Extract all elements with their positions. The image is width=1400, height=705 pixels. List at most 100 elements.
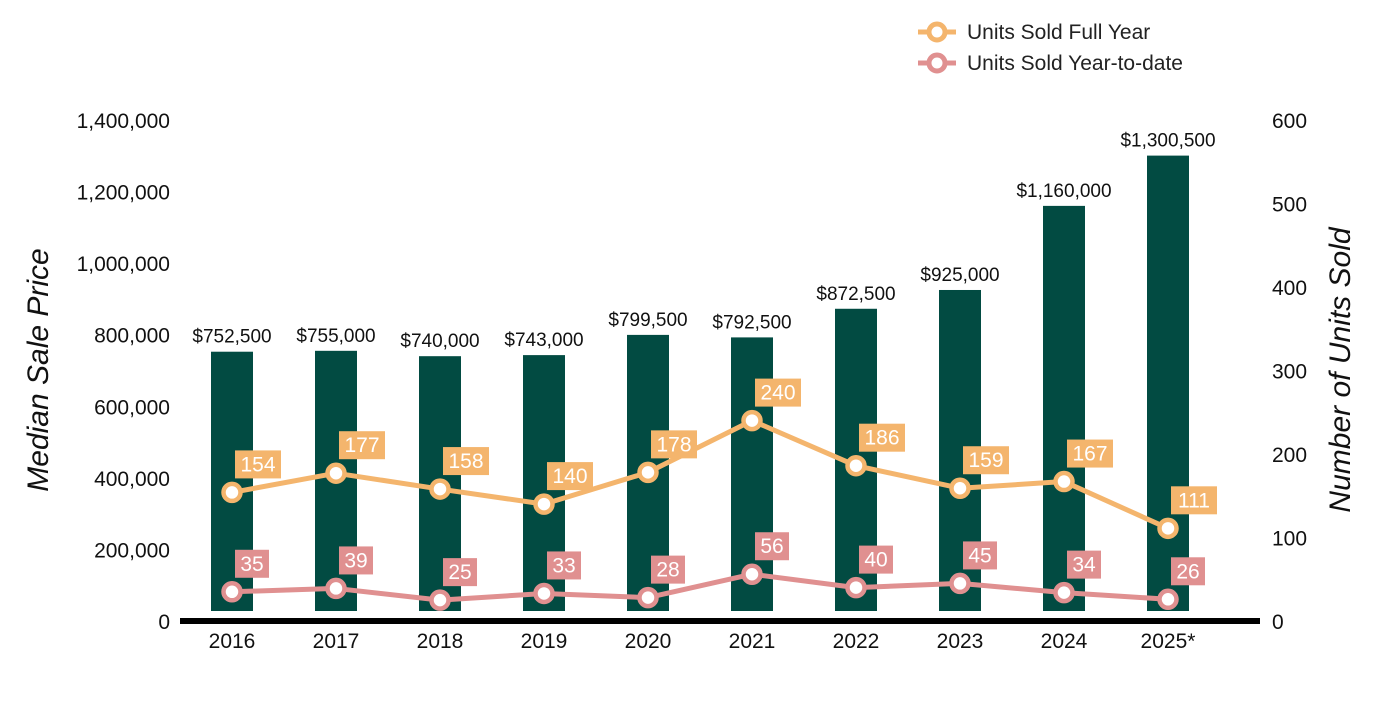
x-tick-label: 2017 [313,630,360,653]
point-value-label: 240 [760,382,795,405]
y-tick-label: 1,400,000 [77,110,170,133]
point-value-label: 111 [1178,489,1210,512]
bar-value-label: $799,500 [608,310,687,331]
y-axis-ticks: 0 200,000 400,000 600,000 800,000 1,000,000 1,… [77,110,170,634]
line-point [429,589,451,611]
bar [1147,155,1189,611]
line-point [949,477,971,499]
point-value-label: 33 [552,554,575,577]
bar-value-label: $1,300,500 [1120,131,1215,152]
x-axis-ticks: 2016 2017 2018 2019 2020 2021 2022 2023 2024 2025… [209,630,1196,653]
line-point [637,461,659,484]
point-label-box [235,549,269,578]
line-series-path [231,418,1170,531]
line-series-path [231,571,1169,603]
point-value-label: 26 [1176,560,1199,583]
point-label-box [339,546,373,575]
point-label-box [1067,550,1101,579]
legend: Units Sold Full Year Units Sold Year-to-… [918,21,1183,75]
point-value-label: 39 [344,549,367,572]
x-tick-label: 2021 [729,630,776,653]
line-point [1157,588,1179,611]
point-label-box [1171,557,1205,586]
line-point [533,582,555,605]
line-point [325,577,347,600]
point-label-box [443,558,477,587]
bar-series [211,155,1189,611]
bar-value-label: $740,000 [400,331,479,352]
line-point [325,462,347,484]
point-label-box [547,462,593,491]
point-value-label: 25 [448,561,471,584]
y2-tick-label: 100 [1272,528,1307,551]
point-value-label: 154 [240,453,275,476]
point-value-label: 28 [656,559,679,582]
y-tick-label: 1,200,000 [77,182,170,205]
point-value-label: 35 [240,553,263,576]
legend-label-year-to-date: Units Sold Year-to-date [967,52,1183,75]
point-value-label: 159 [968,449,1003,472]
line-point [845,454,867,477]
bar-value-label: $792,500 [712,312,791,333]
point-label-box [963,541,997,570]
x-tick-label: 2022 [833,630,880,653]
point-label-box [339,431,385,460]
line-point [221,481,243,504]
legend-label-full-year: Units Sold Full Year [967,21,1150,44]
line-point [221,581,243,603]
y2-tick-label: 400 [1272,277,1307,300]
point-label-box [859,545,893,574]
x-tick-label: 2023 [937,630,984,653]
point-label-box [755,532,789,561]
point-value-label: 140 [552,465,587,488]
line-point [949,572,971,595]
bar [1043,205,1085,611]
x-tick-label: 2020 [625,630,672,653]
y-tick-label: 0 [158,611,170,634]
point-label-box [651,555,685,584]
x-tick-label: 2018 [417,630,464,653]
point-label-box [547,551,581,580]
y-tick-label: 200,000 [94,539,170,562]
point-value-label: 178 [656,433,691,456]
bar-value-label: $1,160,000 [1016,181,1111,202]
point-label-box [235,450,281,479]
legend-item-full-year: Units Sold Full Year [918,21,1150,44]
line-point [845,576,867,599]
x-tick-label: 2016 [209,630,256,653]
point-label-box [651,430,697,459]
line-series: 154 177 158 140 178 240 186 159 167 111 35 39 25 33 28… [221,378,1217,611]
y-tick-label: 1,000,000 [77,253,170,276]
y-tick-label: 400,000 [94,468,170,491]
line-point [1053,470,1075,493]
point-label-box [755,378,801,407]
y2-tick-label: 200 [1272,444,1307,467]
x-tick-label: 2019 [521,630,568,653]
line-point [741,563,763,585]
bar-value-labels: $752,500 $755,000 $740,000 $743,000 $799,500… [192,131,1215,353]
y2-axis-ticks: 0 100 200 300 400 500 600 [1272,110,1307,634]
point-label-box [443,447,489,476]
y-tick-label: 800,000 [94,325,170,348]
bar-value-label: $743,000 [504,330,583,351]
point-value-label: 34 [1072,554,1096,577]
legend-item-year-to-date: Units Sold Year-to-date [918,52,1183,75]
line-point [533,493,555,515]
point-label-box [963,446,1009,475]
line-point [637,586,659,609]
point-label-box [1171,486,1217,515]
line-point [1157,517,1179,540]
bar-value-label: $752,500 [192,327,271,348]
point-value-label: 56 [760,535,783,558]
point-value-label: 40 [864,549,887,572]
line-point [429,478,451,500]
y2-tick-label: 0 [1272,611,1284,634]
y2-axis-title: Number of Units Sold [1324,226,1357,512]
bar-value-label: $872,500 [816,284,895,305]
point-value-label: 167 [1072,443,1107,466]
point-value-label: 186 [864,427,899,450]
point-label-box [859,423,905,452]
point-value-label: 177 [344,434,379,457]
